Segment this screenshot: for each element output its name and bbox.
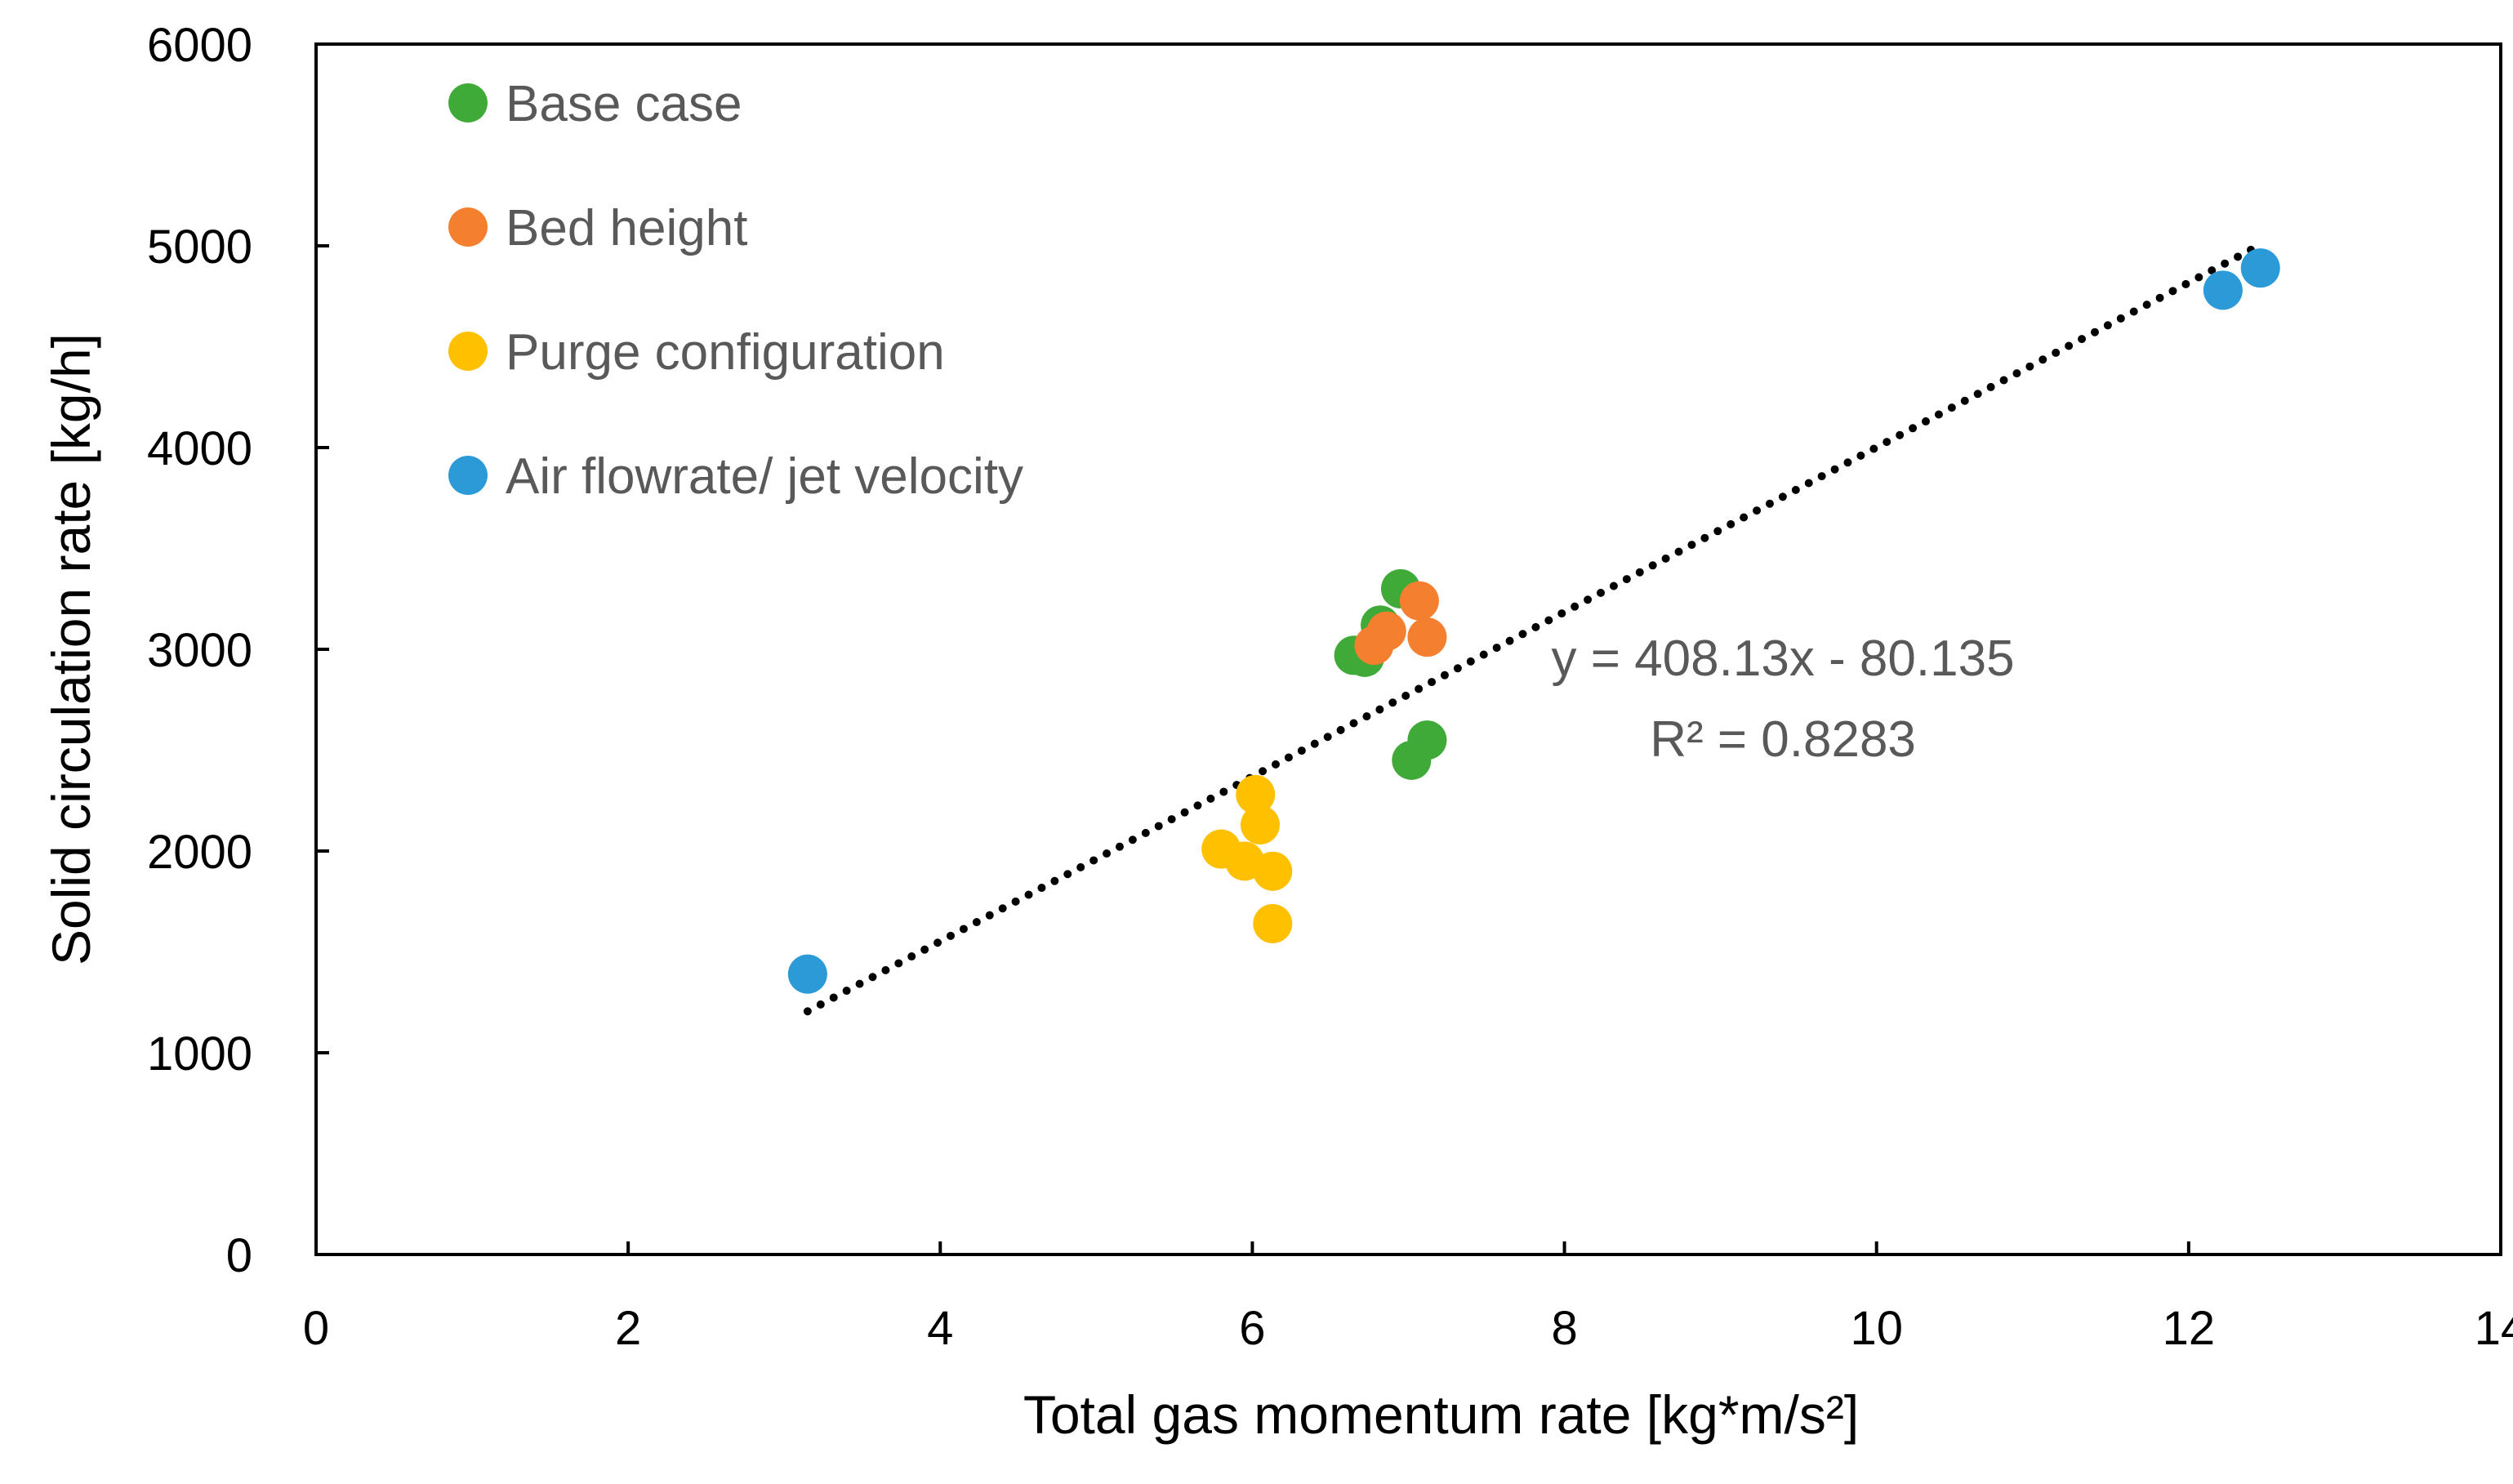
- y-tick-label: 1000: [147, 1027, 252, 1081]
- y-tick-label: 6000: [147, 19, 252, 72]
- y-tick-label: 0: [226, 1229, 252, 1282]
- data-point-bed-height: [1407, 617, 1447, 657]
- x-tick-label: 12: [2163, 1302, 2216, 1355]
- trendline-r-squared-label: R² = 0.8283: [1650, 711, 1916, 768]
- legend-marker-purge-configuration: [448, 332, 488, 371]
- data-points: [787, 248, 2280, 994]
- data-point-purge-configuration: [1240, 804, 1280, 844]
- legend-label-base-case: Base case: [506, 76, 742, 132]
- data-point-base-case: [1407, 720, 1447, 760]
- y-tick-label: 4000: [147, 422, 252, 475]
- data-point-purge-configuration: [1253, 851, 1293, 891]
- data-point-bed-height: [1399, 581, 1439, 621]
- x-tick-label: 0: [303, 1302, 329, 1355]
- data-point-air-flowrate-jet-velocity: [787, 954, 827, 994]
- x-axis-title: Total gas momentum rate [kg*m/s²]: [1023, 1384, 1859, 1445]
- trendline-equation-label: y = 408.13x - 80.135: [1552, 631, 2015, 687]
- y-tick-label: 3000: [147, 624, 252, 677]
- x-axis-tick-labels: 0 2 4 6 8 10 12 14: [303, 1302, 2513, 1355]
- legend: Base case Bed height Purge configuration Ai…: [448, 76, 1023, 505]
- x-tick-label: 6: [1239, 1302, 1265, 1355]
- legend-marker-bed-height: [448, 207, 488, 247]
- legend-label-purge-configuration: Purge configuration: [506, 324, 945, 381]
- data-point-purge-configuration: [1236, 774, 1276, 814]
- legend-marker-base-case: [448, 83, 488, 123]
- x-tick-label: 2: [615, 1302, 641, 1355]
- y-tick-label: 5000: [147, 221, 252, 274]
- x-tick-label: 4: [927, 1302, 953, 1355]
- data-point-air-flowrate-jet-velocity: [2240, 248, 2280, 288]
- data-point-bed-height: [1366, 611, 1406, 651]
- legend-label-bed-height: Bed height: [506, 200, 747, 256]
- x-tick-label: 8: [1551, 1302, 1577, 1355]
- data-point-purge-configuration: [1253, 903, 1293, 943]
- legend-marker-air-flowrate-jet-velocity: [448, 456, 488, 495]
- y-tick-label: 2000: [147, 826, 252, 879]
- legend-label-air-flowrate-jet-velocity: Air flowrate/ jet velocity: [506, 448, 1023, 505]
- x-tick-label: 14: [2475, 1302, 2513, 1355]
- x-tick-label: 10: [1850, 1302, 1903, 1355]
- x-axis-ticks: [314, 1241, 2502, 1254]
- y-axis-title: Solid circulation rate [kg/h]: [41, 333, 101, 965]
- linear-trendline: [803, 240, 2265, 1016]
- y-axis-tick-labels: 0 1000 2000 3000 4000 5000 6000: [147, 19, 252, 1282]
- data-point-air-flowrate-jet-velocity: [2203, 270, 2243, 310]
- y-axis-ticks: [316, 42, 329, 1256]
